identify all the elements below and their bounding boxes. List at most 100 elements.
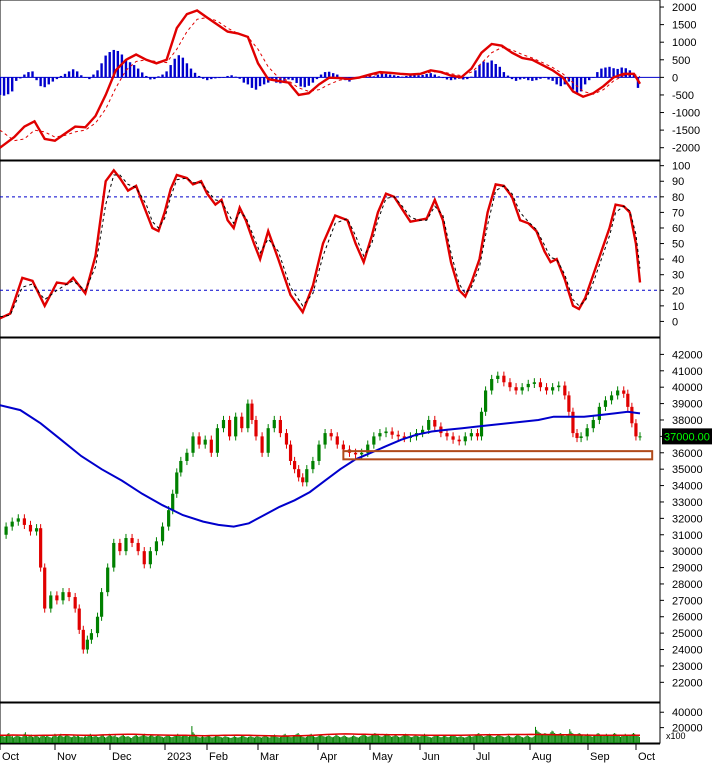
macd-histogram-bar: [153, 77, 156, 80]
macd-histogram-bar: [417, 75, 420, 78]
price-tick-label: 24000: [672, 645, 703, 657]
volume-ma-line: [0, 733, 640, 737]
macd-histogram-bar: [588, 77, 591, 81]
macd-histogram-bar: [579, 77, 583, 92]
candle-body: [154, 541, 159, 552]
macd-histogram-bar: [0, 77, 2, 95]
macd-histogram-bar: [323, 72, 327, 78]
candle-body: [571, 411, 575, 434]
macd-histogram-bar: [76, 71, 79, 78]
macd-histogram-bar: [583, 77, 587, 85]
candle-body: [39, 528, 43, 568]
macd-histogram-bar: [336, 74, 339, 78]
macd-histogram-bar: [27, 72, 30, 78]
macd-histogram-bar: [311, 77, 315, 83]
macd-histogram-bar: [478, 65, 481, 78]
candle-body: [445, 433, 449, 437]
candle-body: [451, 436, 455, 440]
macd-histogram-bar: [88, 77, 91, 80]
macd-histogram-bar: [372, 76, 376, 78]
macd-histogram-bar: [421, 74, 424, 78]
macd-histogram-bar: [531, 77, 534, 81]
macd-histogram-bar: [527, 77, 530, 81]
macd-histogram-bar: [206, 77, 209, 81]
candle-body: [421, 429, 425, 434]
volume-tick-label: 20000: [672, 723, 703, 735]
month-label: May: [372, 751, 393, 763]
candle-body: [10, 521, 14, 527]
candle-body: [520, 387, 524, 391]
macd-histogram-bar: [250, 77, 254, 88]
candle-body: [34, 528, 39, 532]
stochastic-tick-label: 10: [672, 301, 684, 313]
macd-tick-label: 1500: [672, 20, 696, 32]
macd-histogram-bar: [555, 77, 558, 85]
macd-histogram-bar: [193, 72, 197, 78]
stochastic-tick-label: 30: [672, 270, 684, 282]
price-tick-label: 31000: [672, 530, 703, 542]
candle-body: [293, 460, 297, 470]
candle-body: [634, 423, 638, 437]
macd-histogram-bar: [15, 77, 18, 81]
last-price-background: [662, 428, 712, 445]
macd-histogram-bar: [490, 60, 493, 78]
stochastic-tick-label: 50: [672, 239, 684, 251]
macd-histogram-bar: [315, 77, 319, 80]
macd-histogram-bar: [226, 75, 229, 78]
candle-body: [49, 595, 53, 609]
candle-body: [67, 592, 71, 598]
macd-histogram-bar: [210, 77, 213, 80]
candle-body: [591, 419, 595, 429]
candle-body: [266, 428, 270, 453]
price-tick-label: 32000: [672, 513, 703, 525]
macd-histogram-bar: [307, 77, 311, 86]
macd-histogram-bar: [258, 77, 262, 87]
candle-body: [597, 406, 601, 420]
macd-tick-label: 1000: [672, 37, 696, 49]
candle-body: [457, 439, 461, 442]
macd-histogram-bar: [413, 74, 416, 78]
macd-histogram-bar: [238, 77, 241, 79]
macd-histogram-bar: [39, 77, 42, 87]
candle-body: [563, 385, 567, 396]
price-tick-label: 25000: [672, 628, 703, 640]
stochastic-reference-lines: [0, 196, 660, 291]
macd-histogram-bar: [571, 77, 575, 90]
macd-histogram-bar: [92, 74, 95, 78]
price-tick-label: 41000: [672, 366, 703, 378]
candle-body: [209, 439, 213, 453]
candle-body: [616, 390, 620, 396]
candle-body: [288, 444, 293, 461]
macd-histogram-bar: [453, 77, 457, 80]
candle-body: [490, 378, 494, 391]
macd-histogram-bar: [254, 77, 258, 90]
candle-body: [118, 542, 122, 552]
macd-histogram-bar: [559, 77, 562, 87]
candle-body: [427, 419, 431, 430]
candle-body: [638, 436, 642, 438]
candle-body: [508, 382, 512, 388]
macd-histogram-bar: [392, 75, 396, 78]
macd-histogram-bar: [295, 77, 298, 83]
macd-histogram-bar: [620, 67, 623, 78]
macd-histogram-bar: [600, 68, 603, 78]
price-tick-label: 30000: [672, 546, 703, 558]
candle-body: [175, 472, 179, 494]
stochastic-tick-label: 80: [672, 192, 684, 204]
candle-body: [142, 551, 146, 565]
macd-tick-label: -1000: [672, 108, 700, 120]
moving-average: [0, 404, 641, 528]
candle-body: [16, 518, 20, 522]
macd-histogram-bar: [112, 49, 115, 78]
candle-body: [526, 383, 530, 388]
d-line: [0, 174, 641, 318]
macd-tick-label: 500: [672, 55, 690, 67]
candle-body: [567, 395, 571, 412]
volume-bars: [0, 726, 640, 743]
price-tick-label: 27000: [672, 595, 703, 607]
macd-histogram-bar: [157, 76, 160, 78]
macd-histogram-bar: [10, 77, 14, 92]
macd-histogram-bar: [2, 77, 6, 96]
macd-histogram-bar: [506, 75, 510, 78]
